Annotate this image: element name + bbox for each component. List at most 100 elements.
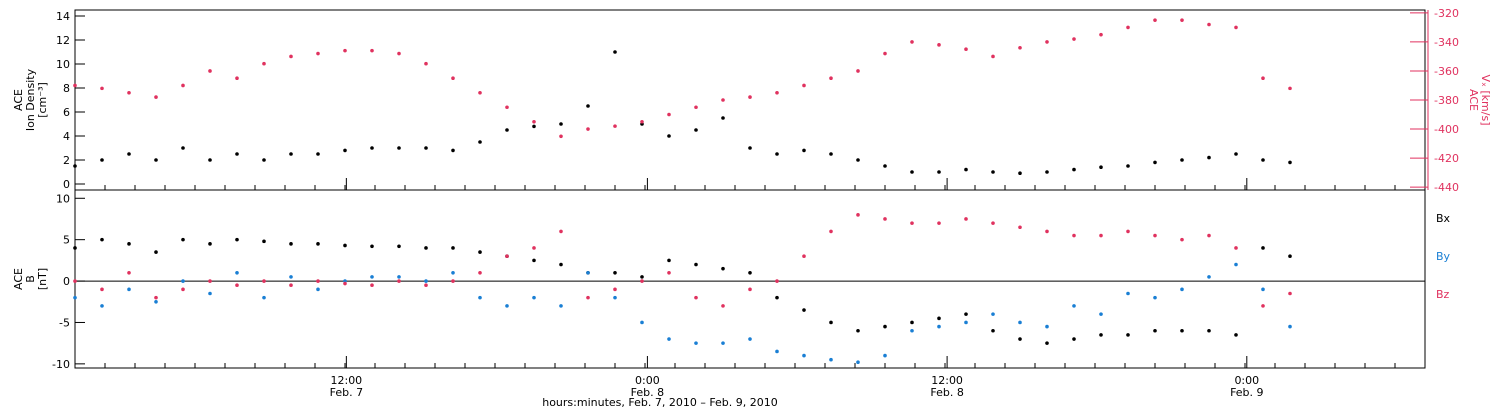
data-point — [100, 86, 104, 91]
data-point — [343, 281, 347, 286]
data-point — [640, 279, 644, 283]
data-point — [1288, 160, 1292, 165]
data-point — [559, 262, 563, 267]
data-point — [721, 341, 725, 345]
data-point — [424, 279, 428, 283]
data-point — [1126, 229, 1130, 234]
data-point — [694, 128, 698, 132]
data-point — [559, 134, 563, 139]
data-point — [991, 328, 995, 333]
data-point — [127, 152, 131, 156]
data-point — [397, 244, 401, 249]
data-point — [478, 140, 482, 144]
data-point — [613, 287, 617, 292]
data-point — [208, 291, 212, 296]
y-tick-label: 0 — [63, 178, 70, 191]
data-point — [694, 262, 698, 267]
data-point — [289, 152, 293, 156]
data-point — [478, 295, 482, 300]
data-point — [127, 90, 131, 95]
legend: Bx By Bz — [1436, 212, 1451, 301]
data-point — [1180, 158, 1184, 162]
y-tick-label: 6 — [63, 106, 70, 119]
data-point — [775, 90, 779, 95]
data-point — [1207, 275, 1211, 279]
data-point — [1153, 18, 1157, 22]
data-point — [73, 246, 77, 250]
y-tick-label: -5 — [59, 316, 70, 329]
series-vx — [73, 18, 1292, 139]
data-point — [1207, 233, 1211, 238]
x-tick-label-date: Feb. 9 — [1230, 386, 1263, 399]
data-point — [667, 258, 671, 263]
data-point — [694, 295, 698, 300]
left-axis-label-line: ACE — [12, 268, 25, 290]
data-point — [1180, 18, 1184, 22]
data-point — [775, 279, 779, 283]
data-point — [451, 279, 455, 283]
data-point — [1018, 320, 1022, 325]
data-point — [1099, 32, 1103, 37]
data-point — [397, 146, 401, 150]
left-axis-label-line: Ion Density — [24, 68, 37, 131]
data-point — [505, 105, 509, 110]
data-point — [937, 221, 941, 225]
data-point — [532, 246, 536, 250]
data-point — [1288, 86, 1292, 91]
right-y-tick-label: -400 — [1434, 123, 1459, 136]
data-point — [289, 242, 293, 246]
x-tick-label-time: 12:00 — [931, 374, 963, 387]
data-point — [235, 152, 239, 156]
panels-layer: 0 2 4 6 8 10 12 14 -440 -420 -400 -380 -360 -340 -320 A… — [12, 7, 1492, 399]
data-point — [721, 304, 725, 308]
data-point — [748, 146, 752, 150]
data-point — [856, 360, 860, 365]
right-y-tick-label: -340 — [1434, 36, 1459, 49]
data-point — [451, 76, 455, 81]
data-point — [505, 128, 509, 132]
data-point — [424, 283, 428, 288]
data-point — [532, 295, 536, 300]
data-point — [1126, 164, 1130, 168]
data-point — [1153, 328, 1157, 333]
data-point — [127, 242, 131, 246]
data-point — [154, 299, 158, 304]
data-point — [343, 243, 347, 248]
data-point — [505, 304, 509, 308]
data-point — [127, 287, 131, 292]
legend-entry: Bx — [1436, 212, 1451, 225]
data-point — [937, 43, 941, 47]
x-tick-label-date: Feb. 7 — [330, 386, 363, 399]
data-point — [1261, 246, 1265, 250]
data-point — [100, 158, 104, 162]
data-point — [613, 124, 617, 128]
data-point — [100, 304, 104, 308]
right-axis-label-line: Vₓ [km/s] — [1479, 74, 1492, 125]
data-point — [478, 250, 482, 254]
data-point — [559, 229, 563, 234]
data-point — [1234, 246, 1238, 250]
data-point — [370, 275, 374, 279]
data-point — [1018, 171, 1022, 175]
data-point — [1045, 324, 1049, 329]
data-point — [532, 258, 536, 263]
data-point — [1072, 233, 1076, 238]
data-point — [505, 254, 509, 259]
y-tick-label: 12 — [56, 34, 70, 47]
data-point — [802, 83, 806, 88]
data-point — [316, 51, 320, 56]
data-point — [1045, 40, 1049, 44]
data-point — [424, 246, 428, 250]
data-point — [964, 312, 968, 316]
data-point — [1288, 324, 1292, 329]
data-point — [73, 164, 77, 168]
data-point — [397, 51, 401, 56]
data-point — [991, 170, 995, 174]
data-point — [586, 127, 590, 131]
data-point — [1045, 170, 1049, 174]
data-point — [73, 295, 77, 300]
data-point — [397, 279, 401, 283]
data-point — [1288, 254, 1292, 259]
data-point — [1099, 333, 1103, 337]
data-point — [856, 158, 860, 162]
